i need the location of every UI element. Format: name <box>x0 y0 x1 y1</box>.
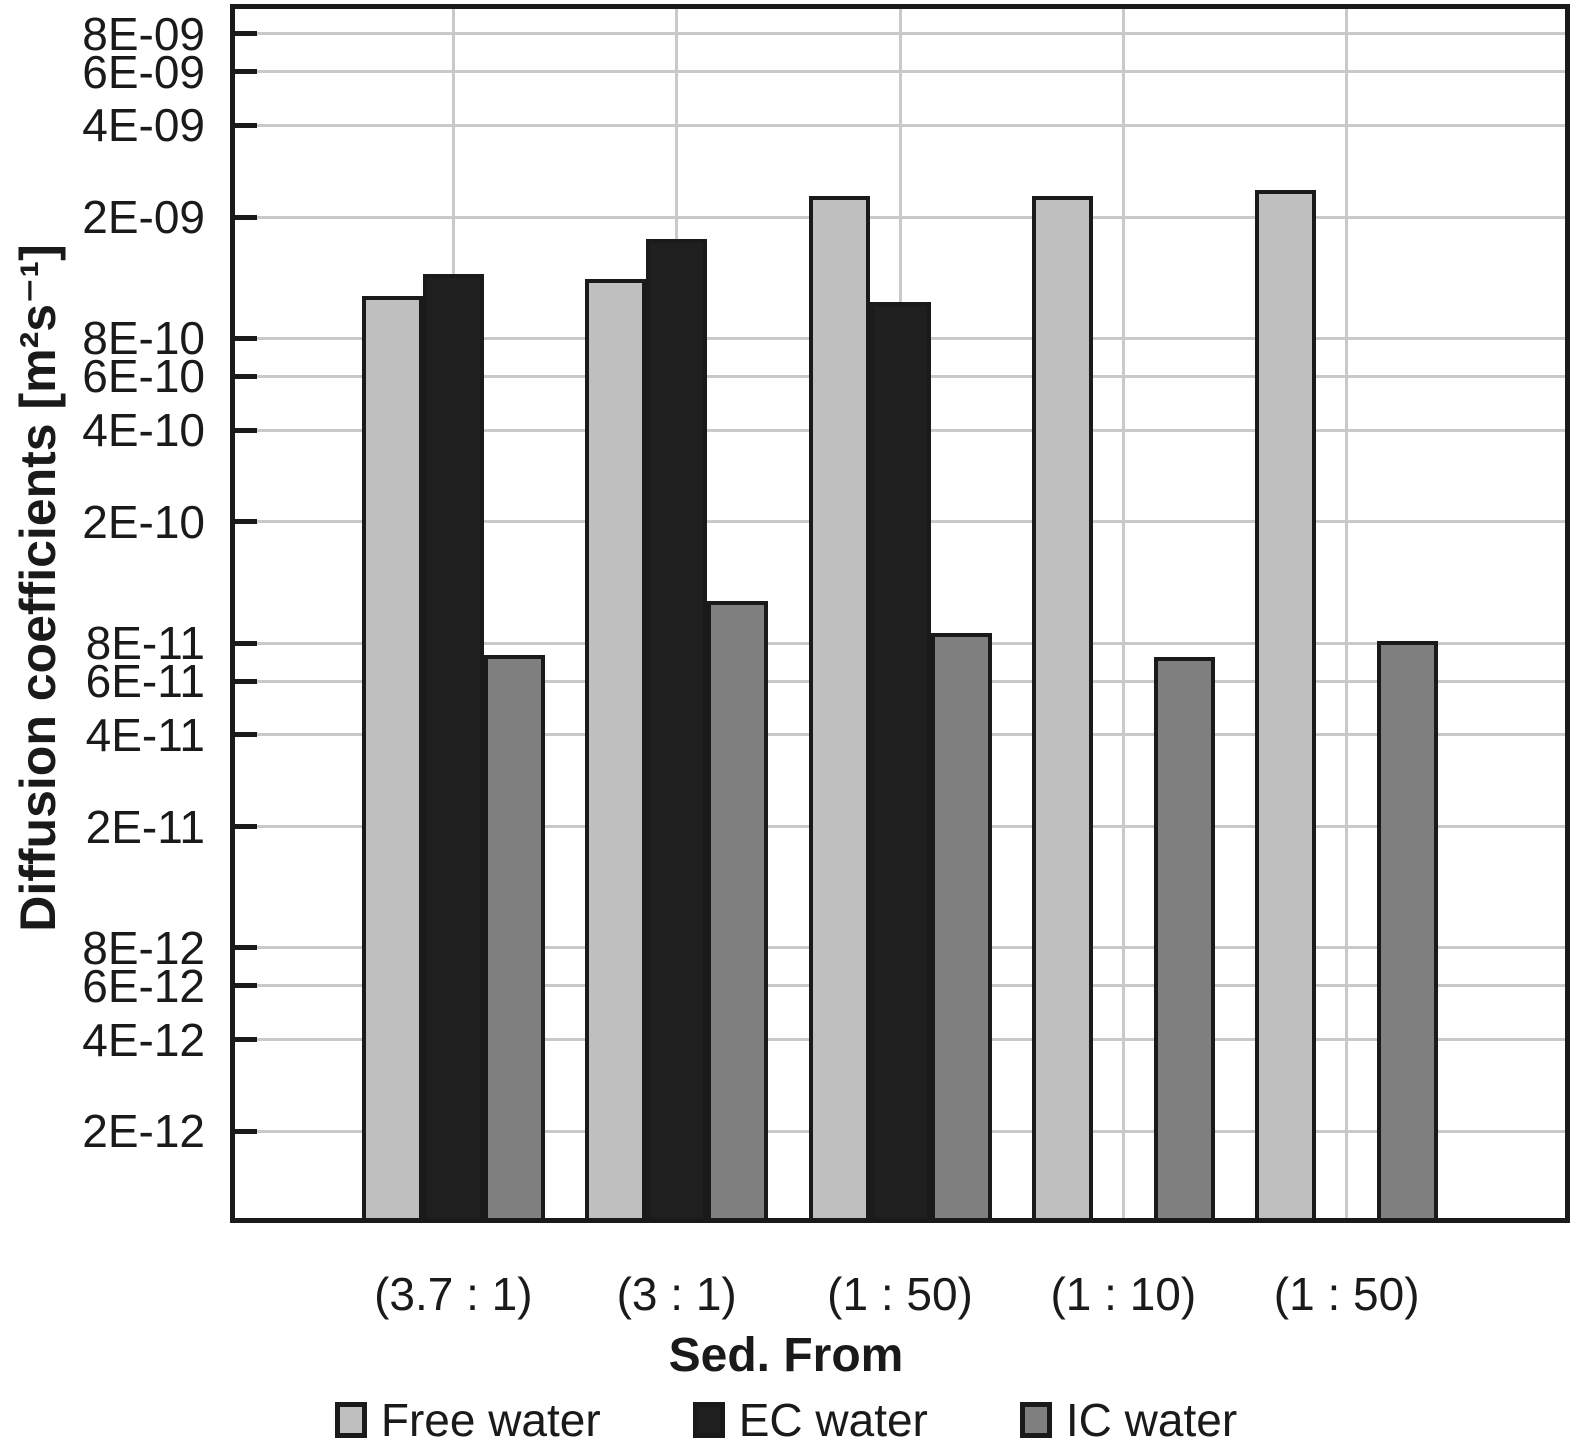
y-tick-mark <box>230 519 257 525</box>
x-tick-label: (3 : 1) <box>616 1268 737 1320</box>
y-tick-label: 6E-09 <box>82 45 205 98</box>
y-tick-mark <box>230 335 257 341</box>
y-tick-label: 2E-11 <box>85 800 205 853</box>
y-tick-mark <box>230 983 257 989</box>
y-tick-mark <box>230 678 257 684</box>
bar-ic-water <box>1153 656 1215 1223</box>
bar-ec-water <box>869 302 931 1223</box>
y-tick-mark <box>230 945 257 951</box>
y-tick-mark <box>230 427 257 433</box>
legend-swatch-free-water-icon <box>334 1402 367 1438</box>
y-tick-mark <box>230 373 257 379</box>
y-tick-mark <box>230 640 257 646</box>
y-tick-label: 4E-09 <box>82 99 205 152</box>
y-tick-mark <box>230 732 257 738</box>
y-tick-mark <box>230 824 257 829</box>
x-tick-label: (1 : 10) <box>1050 1268 1197 1320</box>
bar-free-water <box>808 195 870 1223</box>
legend-label-ec-water: EC water <box>738 1394 928 1444</box>
legend: Free water EC water IC water <box>0 1396 1572 1444</box>
y-tick-label: 2E-09 <box>82 191 205 243</box>
y-tick-mark <box>230 1128 257 1134</box>
x-tick-label: (3.7 : 1) <box>374 1268 533 1320</box>
y-tick-label: 4E-12 <box>82 1013 205 1066</box>
y-tick-label: 6E-12 <box>82 959 205 1012</box>
y-tick-label: 6E-10 <box>82 350 205 403</box>
legend-item-free-water: Free water <box>334 1394 601 1444</box>
bar-ic-water <box>707 600 769 1223</box>
bar-ic-water <box>930 633 992 1223</box>
x-tick-label: (1 : 50) <box>827 1268 973 1320</box>
x-axis-title: Sed. From <box>668 1329 904 1382</box>
y-tick-label: 8E-10 <box>82 312 205 365</box>
y-tick-label: 8E-12 <box>82 921 205 974</box>
legend-swatch-ec-water-icon <box>692 1402 725 1438</box>
y-tick-label: 4E-11 <box>85 708 205 761</box>
bar-ec-water <box>646 238 708 1223</box>
x-tick-label: (1 : 50) <box>1273 1268 1420 1320</box>
bar-free-water <box>1255 190 1317 1223</box>
legend-swatch-ic-water-icon <box>1019 1402 1052 1438</box>
bar-ec-water <box>422 274 484 1223</box>
plot-area <box>230 4 1570 1223</box>
bar-free-water <box>1031 195 1093 1223</box>
bar-free-water <box>585 279 647 1223</box>
legend-label-free-water: Free water <box>380 1394 601 1444</box>
bar-ic-water <box>483 655 545 1223</box>
y-tick-label: 2E-12 <box>82 1105 205 1158</box>
y-tick-mark <box>230 214 257 220</box>
x-gridline <box>1345 4 1349 1223</box>
legend-item-ic-water: IC water <box>1019 1394 1238 1444</box>
legend-label-ic-water: IC water <box>1065 1394 1238 1444</box>
y-tick-label: 8E-11 <box>85 617 205 670</box>
y-tick-mark <box>230 1037 257 1043</box>
y-tick-label: 6E-11 <box>85 655 205 708</box>
y-tick-label: 8E-09 <box>82 7 205 60</box>
x-gridline <box>1121 4 1125 1223</box>
y-tick-label: 4E-10 <box>82 404 205 457</box>
y-tick-mark <box>230 31 257 37</box>
y-tick-label: 2E-10 <box>82 495 205 548</box>
bar-free-water <box>361 296 423 1223</box>
y-tick-mark <box>230 69 257 75</box>
legend-item-ec-water: EC water <box>692 1394 928 1444</box>
plot-border <box>230 4 1570 1223</box>
bar-ic-water <box>1377 641 1439 1223</box>
y-tick-mark <box>230 122 257 128</box>
